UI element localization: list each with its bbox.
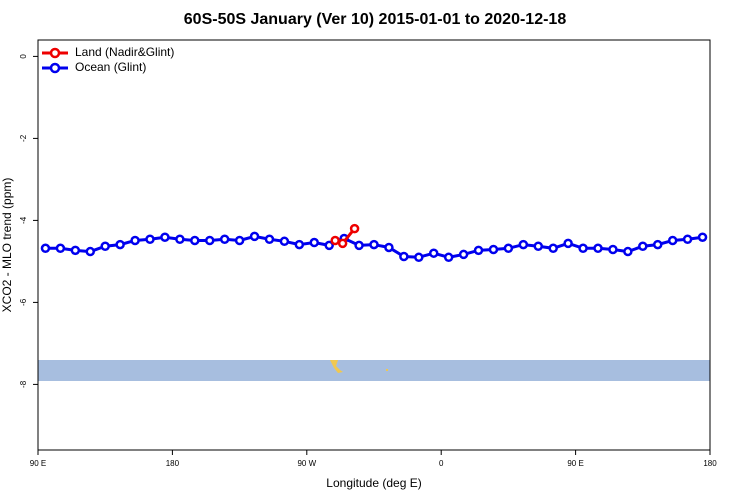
data-point: [473, 245, 484, 256]
data-point: [443, 252, 454, 263]
x-tick-label: 90 W: [297, 459, 316, 468]
data-point: [309, 237, 320, 248]
y-tick-label: -6: [19, 298, 28, 306]
data-point: [115, 239, 125, 250]
data-point: [204, 235, 215, 246]
data-point: [85, 246, 96, 257]
data-point: [324, 240, 334, 251]
map-land: [386, 369, 388, 371]
data-point: [638, 241, 648, 251]
y-tick-label: -8: [19, 380, 28, 388]
data-point: [264, 234, 275, 245]
data-point: [55, 243, 66, 254]
data-point: [40, 243, 51, 254]
legend-label: Land (Nadir&Glint): [75, 45, 174, 59]
data-point: [414, 252, 424, 263]
map-land: [330, 360, 343, 373]
data-point: [428, 248, 439, 258]
x-tick-label: 180: [703, 459, 717, 468]
data-point: [354, 240, 364, 251]
data-point: [652, 239, 663, 250]
data-point: [249, 231, 260, 242]
data-point: [100, 241, 110, 251]
data-point: [503, 243, 514, 254]
x-tick-label: 180: [166, 459, 180, 468]
y-tick-label: -2: [19, 134, 28, 142]
data-point: [697, 232, 708, 242]
x-tick-label: 90 E: [30, 459, 46, 468]
chart-title: 60S-50S January (Ver 10) 2015-01-01 to 2…: [184, 11, 567, 28]
data-point: [384, 242, 394, 253]
data-point: [145, 234, 155, 245]
data-point: [234, 235, 245, 246]
data-point: [682, 234, 693, 245]
data-point: [563, 238, 573, 249]
x-axis-label: Longitude (deg E): [326, 476, 421, 490]
data-point: [190, 235, 200, 246]
data-point: [369, 239, 379, 250]
data-point: [399, 251, 409, 262]
legend-marker: [49, 47, 61, 59]
y-tick-label: -4: [19, 216, 28, 224]
y-tick-label: 0: [19, 54, 28, 59]
data-point: [70, 245, 81, 256]
x-tick-label: 0: [439, 459, 444, 468]
data-point: [593, 243, 603, 254]
data-point: [518, 239, 529, 250]
data-point: [623, 246, 633, 257]
plot-frame: [37, 39, 711, 451]
data-point: [488, 244, 499, 255]
data-point: [548, 243, 558, 254]
data-point: [608, 244, 618, 255]
x-tick-label: 90 E: [567, 459, 583, 468]
map-strip: [38, 360, 710, 381]
data-point: [279, 236, 290, 247]
data-point: [294, 239, 305, 250]
data-point: [349, 223, 360, 234]
data-point: [533, 241, 544, 251]
legend-label: Ocean (Glint): [75, 60, 146, 74]
legend-marker: [49, 62, 61, 74]
data-point: [337, 238, 348, 249]
data-point: [458, 249, 469, 260]
data-point: [175, 234, 185, 245]
data-point: [160, 232, 170, 242]
data-point: [578, 243, 588, 254]
data-point: [330, 235, 340, 246]
data-point: [219, 234, 230, 245]
y-axis-label: XCO2 - MLO trend (ppm): [0, 178, 14, 313]
data-point: [667, 235, 678, 246]
data-point: [130, 235, 140, 246]
